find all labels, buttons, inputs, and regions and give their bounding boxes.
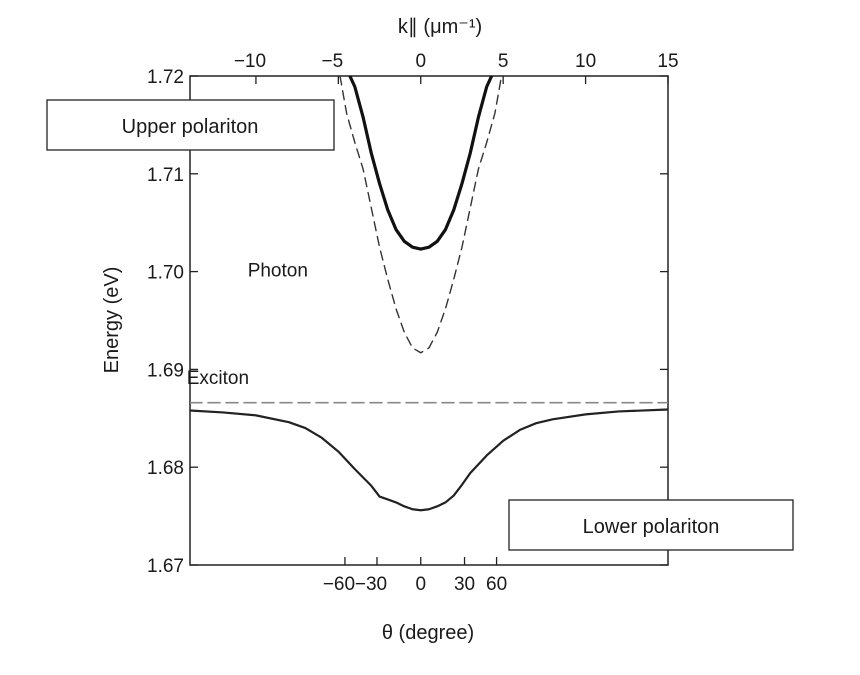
x-axis-title-bottom: θ (degree) — [382, 622, 474, 644]
series-line-upper-polariton — [348, 76, 494, 251]
x-bottom-tick-label: 0 — [415, 574, 426, 595]
x-axis-title-top: k∥ (μm⁻¹) — [398, 16, 482, 38]
x-top-tick-label: −5 — [322, 51, 344, 72]
plot-frame — [189, 75, 669, 566]
series-line-photon — [339, 76, 503, 354]
x-top-tick-label: −10 — [234, 51, 266, 72]
lower-polariton-label: Lower polariton — [583, 516, 720, 538]
x-top-tick-label: 5 — [498, 51, 509, 72]
series-line-lower-polariton — [190, 408, 668, 512]
x-bottom-tick-label: −60 — [323, 574, 355, 595]
y-tick-label: 1.68 — [147, 458, 184, 479]
y-tick-label: 1.69 — [147, 360, 184, 381]
y-tick-label: 1.71 — [147, 165, 184, 186]
upper-polariton-label: Upper polariton — [122, 116, 259, 138]
annotation-photon: Photon — [248, 260, 308, 281]
x-top-tick-label: 15 — [657, 51, 678, 72]
upper-polariton-box: Upper polariton — [46, 99, 335, 151]
annotation-exciton: Exciton — [187, 368, 249, 389]
y-tick-label: 1.72 — [147, 67, 184, 88]
y-tick-label: 1.67 — [147, 556, 184, 577]
y-tick-label: 1.70 — [147, 263, 184, 284]
y-axis-title: Energy (eV) — [101, 267, 123, 374]
x-bottom-tick-label: 60 — [486, 574, 507, 595]
x-bottom-tick-label: 30 — [454, 574, 475, 595]
x-top-tick-label: 10 — [575, 51, 596, 72]
lower-polariton-box: Lower polariton — [508, 499, 794, 551]
x-bottom-tick-label: −30 — [355, 574, 387, 595]
x-top-tick-label: 0 — [415, 51, 426, 72]
